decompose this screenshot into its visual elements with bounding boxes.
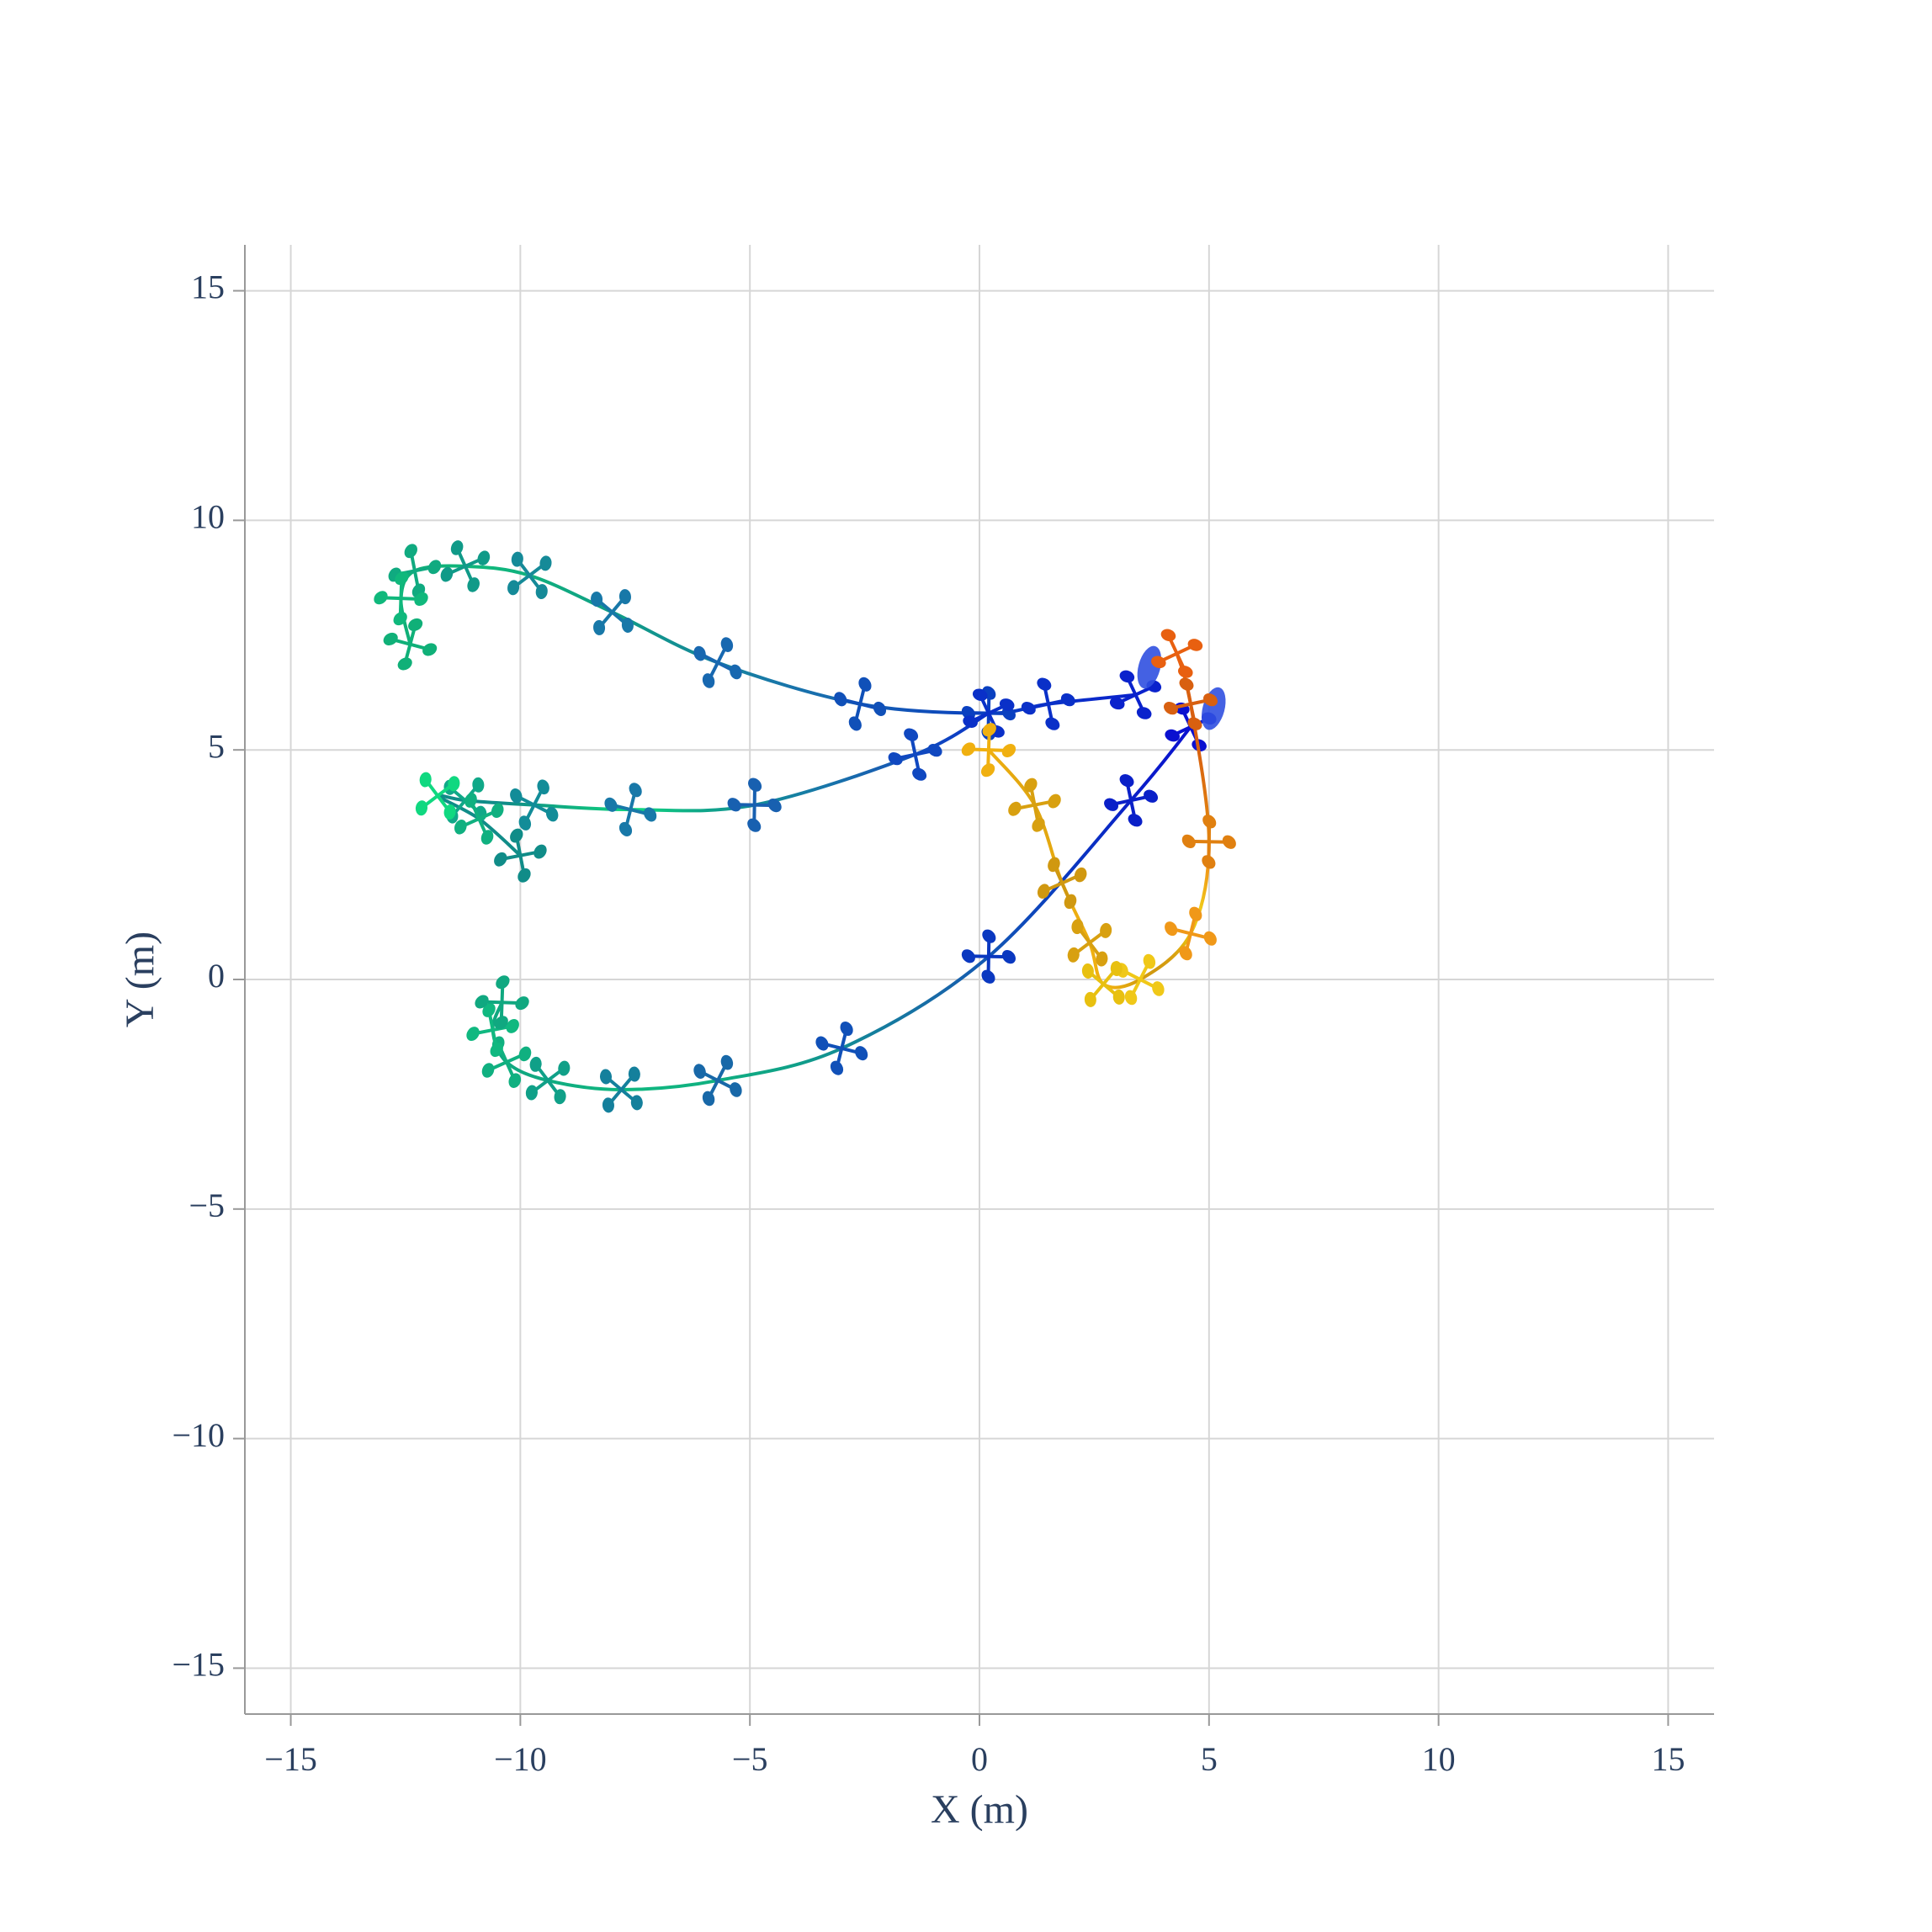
drone-marker <box>591 589 634 635</box>
drone-marker <box>961 929 1016 984</box>
drone-marker <box>454 793 504 845</box>
drone-marker <box>1067 919 1112 967</box>
drone-marker <box>599 1066 643 1113</box>
x-axis-title: X (m) <box>931 1787 1028 1832</box>
drone-marker <box>494 828 547 883</box>
drone-marker <box>466 1002 519 1058</box>
drone-marker <box>961 723 1016 778</box>
y-tick-label: −10 <box>172 1416 225 1454</box>
drone-marker <box>440 540 491 592</box>
y-tick-label: 15 <box>191 268 225 306</box>
y-tick-label: 0 <box>208 957 225 995</box>
drone-marker <box>1037 857 1087 910</box>
drone-marker <box>1181 815 1236 869</box>
drone-marker <box>525 1056 571 1105</box>
drone-marker <box>415 772 460 820</box>
drone-marker <box>604 783 657 836</box>
drone-marker <box>510 779 559 831</box>
drone-marker <box>1008 778 1061 832</box>
drone-marker <box>693 1054 742 1107</box>
x-tick-label: −15 <box>264 1740 317 1778</box>
drone-marker <box>1164 677 1218 730</box>
x-tick-label: 0 <box>971 1740 988 1778</box>
drone-marker <box>815 1022 868 1075</box>
y-tick-label: 5 <box>208 727 225 765</box>
drone-marker <box>1165 906 1217 961</box>
drone-marker <box>507 551 552 600</box>
y-tick-label: −15 <box>172 1646 225 1684</box>
drone-marker <box>834 677 887 731</box>
drone-marker <box>888 728 942 781</box>
drone-marker <box>383 618 438 671</box>
drone-marker <box>1151 629 1203 678</box>
drone-marker <box>481 1036 532 1088</box>
drone-marker <box>374 571 428 626</box>
y-tick-label: 10 <box>191 498 225 536</box>
x-tick-label: 10 <box>1422 1740 1456 1778</box>
drone-marker <box>963 688 1015 738</box>
y-axis-title: Y (m) <box>118 932 162 1027</box>
start-marker <box>1202 687 1226 730</box>
drone-marker <box>727 778 782 832</box>
x-tick-label: 15 <box>1651 1740 1685 1778</box>
x-tick-label: −5 <box>732 1740 768 1778</box>
drone-marker <box>1104 774 1159 827</box>
drone-marker <box>1021 677 1075 730</box>
trajectory-line <box>987 653 1211 990</box>
y-tick-label: −5 <box>188 1186 225 1224</box>
drone-marker <box>1081 961 1125 1007</box>
drone-marker <box>388 544 442 598</box>
x-tick-label: −10 <box>494 1740 547 1778</box>
drone-marker <box>1109 670 1162 719</box>
drone-marker <box>693 637 742 688</box>
x-tick-label: 5 <box>1201 1740 1218 1778</box>
drone-marker <box>475 975 529 1030</box>
trajectory-line <box>436 711 990 857</box>
